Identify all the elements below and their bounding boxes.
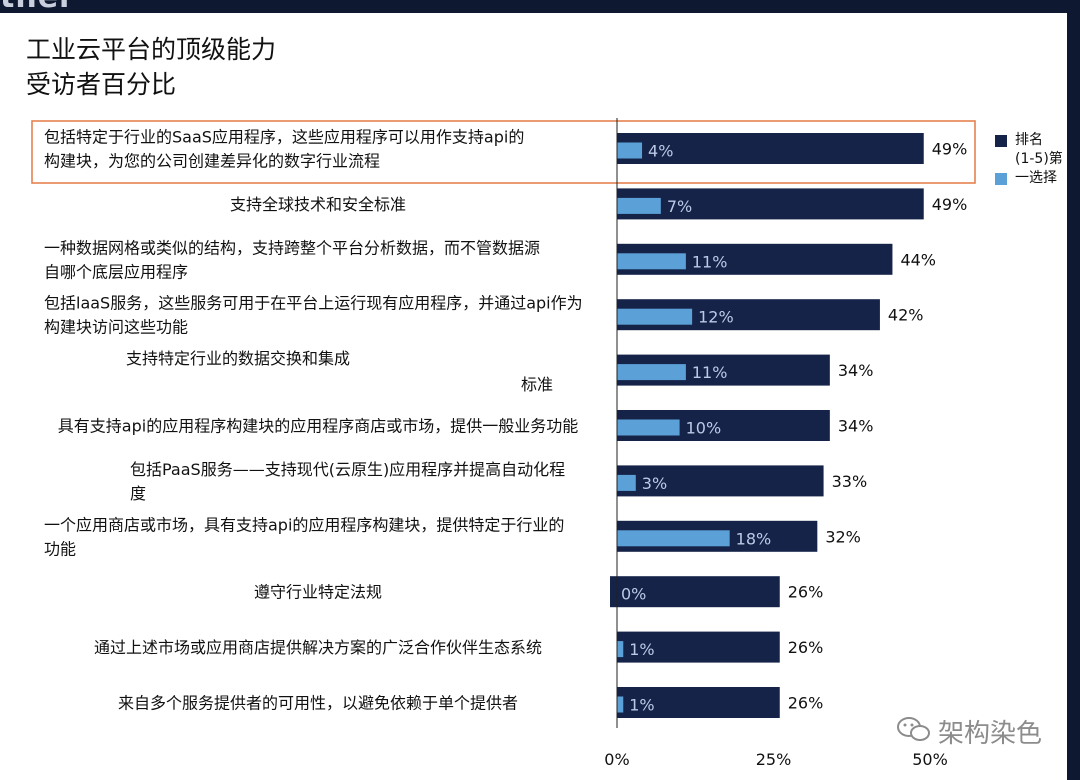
- first-choice-data-label: 7%: [667, 197, 692, 216]
- rank-bar: [617, 631, 780, 663]
- category-label: 包括特定于行业的SaaS应用程序，这些应用程序可以用作支持api的: [44, 128, 524, 147]
- legend-label: 排名: [1015, 132, 1043, 148]
- first-choice-data-label: 11%: [692, 252, 728, 271]
- category-label: 一种数据网格或类似的结构，支持跨整个平台分析数据，而不管数据源: [44, 238, 540, 257]
- x-tick-label: 50%: [912, 750, 948, 769]
- rank-bar: [617, 465, 824, 497]
- category-label: 遵守行业特定法规: [254, 583, 382, 602]
- rank-bar: [617, 188, 924, 220]
- x-tick-label: 25%: [756, 750, 792, 769]
- first-choice-bar: [617, 253, 686, 270]
- legend-swatch-first: [995, 173, 1007, 185]
- rank-bar: [617, 687, 780, 718]
- first-choice-data-label: 10%: [686, 419, 722, 438]
- wechat-icon: [897, 717, 930, 741]
- first-choice-data-label: 12%: [698, 308, 734, 327]
- category-label: 支持全球技术和安全标准: [230, 195, 406, 214]
- category-label: 构建块访问这些功能: [44, 318, 188, 337]
- first-choice-bar: [617, 419, 680, 436]
- category-label: 包括laaS服务，这些服务可用于在平台上运行现有应用程序，并通过api作为: [44, 294, 583, 313]
- category-label: 构建块，为您的公司创建差异化的数字行业流程: [44, 152, 380, 171]
- highlight-box: [31, 120, 976, 184]
- legend-swatch-rank: [995, 135, 1007, 147]
- first-choice-data-label: 11%: [692, 363, 728, 382]
- rank-data-label: 44%: [900, 250, 936, 269]
- rank-data-label: 26%: [788, 694, 824, 713]
- rank-data-label: 49%: [932, 140, 968, 159]
- rank-data-label: 26%: [788, 583, 824, 602]
- category-label: 通过上述市场或应用商店提供解决方案的广泛合作伙伴生态系统: [94, 638, 542, 657]
- right-edge-bar: [1067, 0, 1080, 780]
- watermark-text: 架构染色: [886, 713, 1042, 750]
- rank-data-label: 49%: [932, 195, 968, 214]
- rank-data-label: 34%: [838, 361, 874, 380]
- category-label: 自哪个底层应用程序: [44, 262, 188, 281]
- first-choice-data-label: 1%: [629, 696, 654, 715]
- rank-data-label: 33%: [832, 472, 868, 491]
- brand-logo-text: tner: [0, 0, 75, 13]
- first-choice-bar: [617, 308, 693, 325]
- first-choice-bar: [617, 197, 661, 214]
- first-choice-data-label: 0%: [621, 585, 646, 604]
- chart-title: 工业云平台的顶级能力: [26, 35, 277, 64]
- rank-bar: [610, 576, 780, 608]
- legend-label: (1-5)第: [1015, 151, 1063, 167]
- x-tick-label: 0%: [604, 750, 629, 769]
- legend-label: 一选择: [1015, 170, 1057, 186]
- category-label: 度: [130, 484, 146, 503]
- category-label: 具有支持api的应用程序构建块的应用程序商店或市场，提供一般业务功能: [58, 417, 578, 436]
- first-choice-data-label: 1%: [629, 640, 654, 659]
- category-label: 来自多个服务提供者的可用性，以避免依赖于单个提供者: [118, 694, 518, 713]
- watermark-label: 架构染色: [938, 719, 1043, 749]
- category-label: 支持特定行业的数据交换和集成: [126, 349, 350, 368]
- first-choice-bar: [617, 364, 686, 381]
- category-label: 功能: [44, 539, 76, 558]
- category-label: 一个应用商店或市场，具有支持api的应用程序构建块，提供特定于行业的: [44, 515, 564, 534]
- rank-data-label: 32%: [825, 527, 861, 546]
- rank-data-label: 42%: [888, 306, 924, 325]
- first-choice-bar: [617, 142, 643, 159]
- first-choice-bar: [617, 696, 624, 713]
- rank-data-label: 34%: [838, 417, 874, 436]
- rank-bar: [617, 133, 924, 164]
- chart-subtitle: 受访者百分比: [26, 70, 177, 99]
- first-choice-bar: [617, 641, 624, 658]
- first-choice-data-label: 3%: [642, 474, 667, 493]
- first-choice-data-label: 18%: [736, 529, 772, 548]
- first-choice-bar: [617, 474, 636, 491]
- first-choice-bar: [617, 530, 730, 547]
- first-choice-data-label: 4%: [648, 142, 673, 161]
- rank-data-label: 26%: [788, 638, 824, 657]
- category-label: 包括PaaS服务——支持现代(云原生)应用程序并提高自动化程: [130, 460, 565, 479]
- top-bar: tner: [0, 0, 1080, 13]
- category-label: 标准: [521, 375, 553, 394]
